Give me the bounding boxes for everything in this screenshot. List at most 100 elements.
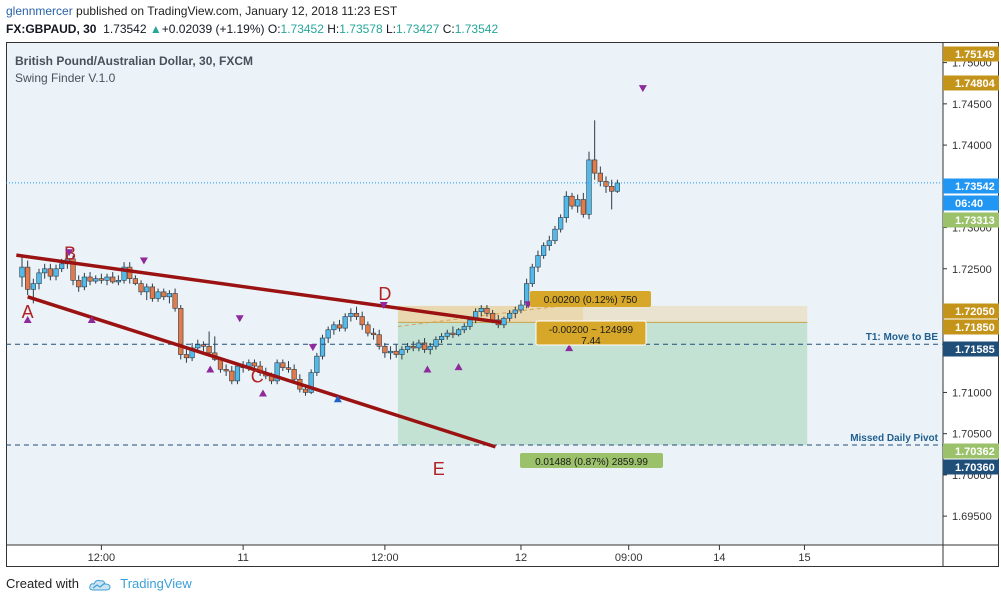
candle-body <box>121 266 127 281</box>
signal-low-marker <box>333 395 342 403</box>
change-arrow: ▲ <box>149 22 162 36</box>
stop-callout-text: 0.00200 (0.12%) 750 <box>544 295 638 306</box>
pnl-callout-bg <box>535 320 647 346</box>
created-with-label: Created with <box>6 576 79 591</box>
candle-body <box>512 309 518 314</box>
price-tags: 1.75149 1.74804 1.73542 06:40 1.73313 1.72050… <box>943 46 999 475</box>
candle-body <box>393 350 399 355</box>
candle-body <box>223 369 229 372</box>
candle-body <box>586 159 592 215</box>
y-tick-label: 1.72500 <box>952 264 992 276</box>
candle-body <box>541 245 547 256</box>
footer: Created with TradingView <box>6 576 192 591</box>
x-tick-label: 09:00 <box>615 552 643 564</box>
candle-body <box>552 228 558 242</box>
candle-body <box>507 312 513 319</box>
tradingview-cloud-icon <box>88 579 111 591</box>
swing-low-marker <box>87 316 96 324</box>
candle-body <box>183 354 190 359</box>
candle-body <box>30 283 36 290</box>
stop-callout: 0.00200 (0.12%) 750 <box>530 291 651 307</box>
candle-body <box>280 362 286 369</box>
candle-body <box>200 344 207 347</box>
author-link[interactable]: glennmercer <box>6 4 73 18</box>
price-tag-bg <box>943 443 999 459</box>
candle-body <box>404 345 411 350</box>
price-tag: 1.71585 <box>943 341 999 357</box>
candle-body <box>251 362 258 367</box>
candle-body <box>501 317 507 326</box>
hline-label: T1: Move to BE <box>866 332 939 343</box>
swing-low-marker <box>454 363 463 371</box>
candle-body <box>132 278 138 284</box>
candle-body <box>229 370 235 382</box>
price-tag-label: 1.74804 <box>955 78 996 90</box>
target-callout: 0.01488 (0.87%) 2859.99 <box>520 453 663 468</box>
candle-body <box>115 280 121 283</box>
candle-body <box>81 276 87 288</box>
swing-high-marker <box>139 257 148 265</box>
candle-body <box>478 308 484 312</box>
candle-body <box>42 268 48 274</box>
candle-body <box>98 278 104 281</box>
indicator-label[interactable]: Swing Finder V.1.0 <box>15 71 116 85</box>
candle-body <box>484 308 490 314</box>
chart-title: British Pound/Australian Dollar, 30, FXC… <box>15 54 253 68</box>
candle-body <box>438 336 445 340</box>
x-tick-label: 12:00 <box>371 552 399 564</box>
candle-body <box>370 332 377 336</box>
price-tag-bg <box>943 46 999 62</box>
wedge-lower-line <box>27 295 496 449</box>
x-tick-label: 11 <box>237 552 248 564</box>
swing-low-marker <box>423 365 432 373</box>
candle-body <box>234 365 241 382</box>
candle-body <box>518 304 524 311</box>
close-value: 1.73542 <box>454 22 499 36</box>
wave-label-a: A <box>22 302 34 322</box>
price-tag-bg <box>943 341 999 357</box>
high-label: H: <box>327 22 340 36</box>
price-tag-label: 1.71585 <box>955 344 995 356</box>
wedge-upper-line <box>16 253 502 325</box>
candle-body <box>104 276 110 281</box>
target-callout-text: 0.01488 (0.87%) 2859.99 <box>535 457 648 468</box>
price-tag-label: 1.72050 <box>955 306 995 318</box>
price-tag-label: 1.75149 <box>955 49 995 61</box>
candle-body <box>308 372 314 393</box>
wave-label-c: C <box>251 367 264 387</box>
candle-body <box>535 255 541 268</box>
candle-body <box>206 345 212 354</box>
candle-body <box>365 324 371 334</box>
candle-body <box>433 339 439 347</box>
candle-body <box>592 159 598 174</box>
candle-body <box>93 278 99 282</box>
candle-body <box>166 293 173 298</box>
publish-info: glennmercer published on TradingView.com… <box>6 4 397 18</box>
candle-body <box>53 268 59 277</box>
open-label: O: <box>267 22 281 36</box>
x-tick-label: 15 <box>798 552 810 564</box>
candle-body <box>421 342 428 350</box>
candle-body <box>149 286 156 299</box>
price-tag-bg <box>943 178 999 194</box>
candle-body <box>353 312 360 317</box>
candle-body <box>138 283 144 293</box>
hline-label: Missed Daily Pivot <box>850 433 938 444</box>
candle-body <box>274 362 280 382</box>
candle-body <box>110 276 116 283</box>
candle-body <box>70 258 76 281</box>
time-axis[interactable]: 12:00 11 12:00 12 09:00 14 15 <box>88 545 811 564</box>
price-tag: 1.70362 <box>943 443 999 459</box>
price-tag-bg <box>943 319 999 335</box>
candle-body <box>155 291 161 299</box>
candle-body <box>87 276 93 282</box>
tradingview-link[interactable]: TradingView <box>120 576 192 591</box>
candle-body <box>348 312 354 317</box>
swing-low-marker <box>258 389 267 397</box>
candle-body <box>580 199 586 215</box>
price-tag-label: 1.73542 <box>955 181 995 193</box>
